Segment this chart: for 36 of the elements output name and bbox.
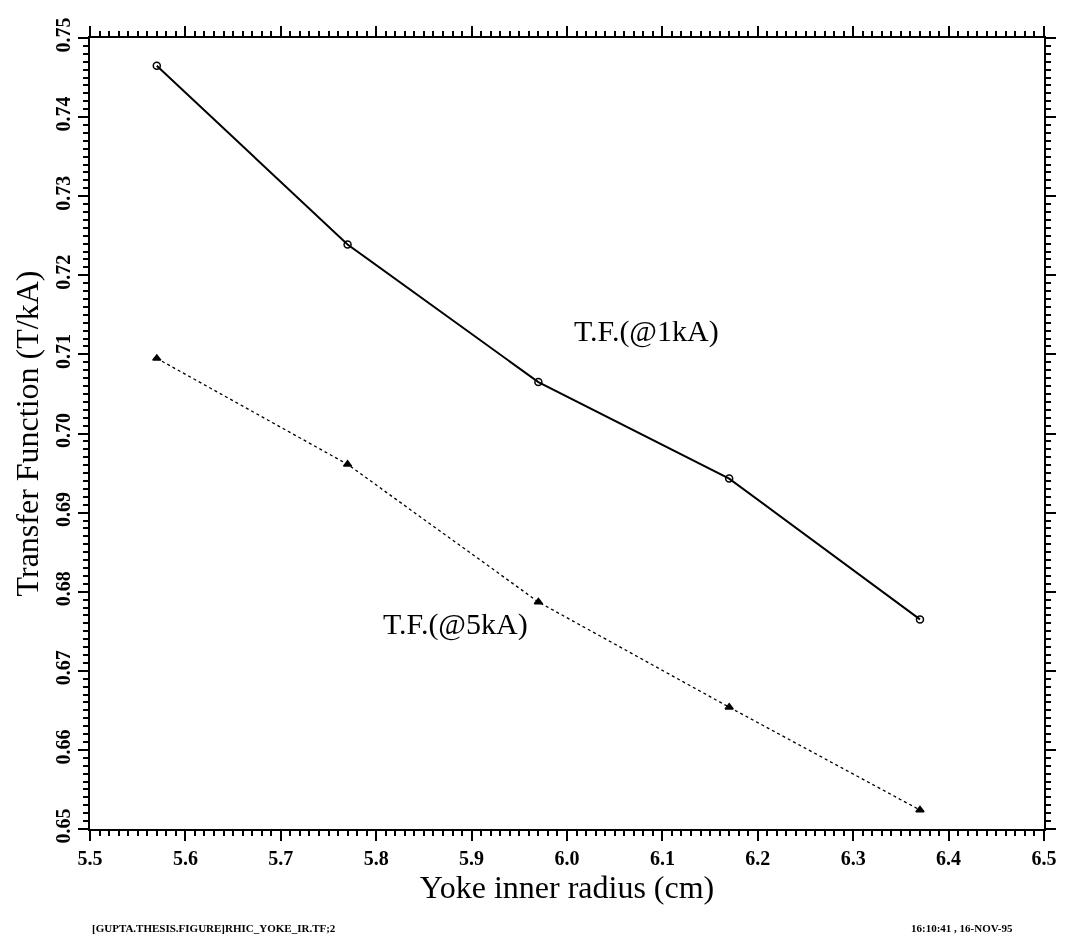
point [915,805,925,813]
point [915,615,925,624]
annotation: T.F.(@1kA) [574,314,719,348]
x-tick-label: 6.4 [936,847,962,869]
y-tick-label: 0.66 [52,729,74,765]
x-tick-label: 6.5 [1031,847,1057,869]
x-axis-title: Yoke inner radius (cm) [419,869,715,905]
point [343,240,352,249]
text: 16:10:41 , 16-NOV-95 [911,922,1014,934]
x-tick-label: 5.8 [363,847,389,869]
x-tick-label: 5.9 [459,847,485,869]
point [534,377,543,387]
y-tick-label: 0.67 [52,650,74,686]
point [152,61,162,70]
x-tick-label: 5.6 [172,847,198,869]
x-tick-label: 5.5 [77,847,103,869]
point [724,474,734,483]
x-tick-label: 6.3 [840,847,866,869]
x-tick-label: 6.1 [649,847,675,869]
y-tick-label: 0.68 [52,571,74,607]
y-tick-label: 0.75 [52,17,74,53]
x-tick-label: 6.2 [745,847,771,869]
y-tick-label: 0.73 [52,175,74,211]
point [724,702,734,710]
y-axis-title: Transfer Function (T/kA) [8,270,45,597]
x-tick-label: 5.7 [268,847,294,869]
point [533,597,544,605]
y-tick-label: 0.72 [52,254,74,290]
x-tick-label: 6.0 [554,847,580,869]
y-tick-label: 0.70 [52,413,74,448]
text: [GUPTA.THESIS.FIGURE]RHIC_YOKE_IR.TF;2 [92,922,336,934]
y-tick-label: 0.74 [52,96,74,132]
y-tick-label: 0.71 [52,333,74,369]
y-tick-label: 0.69 [52,492,74,528]
annotation: T.F.(@5kA) [383,607,528,641]
y-tick-label: 0.65 [52,808,74,844]
